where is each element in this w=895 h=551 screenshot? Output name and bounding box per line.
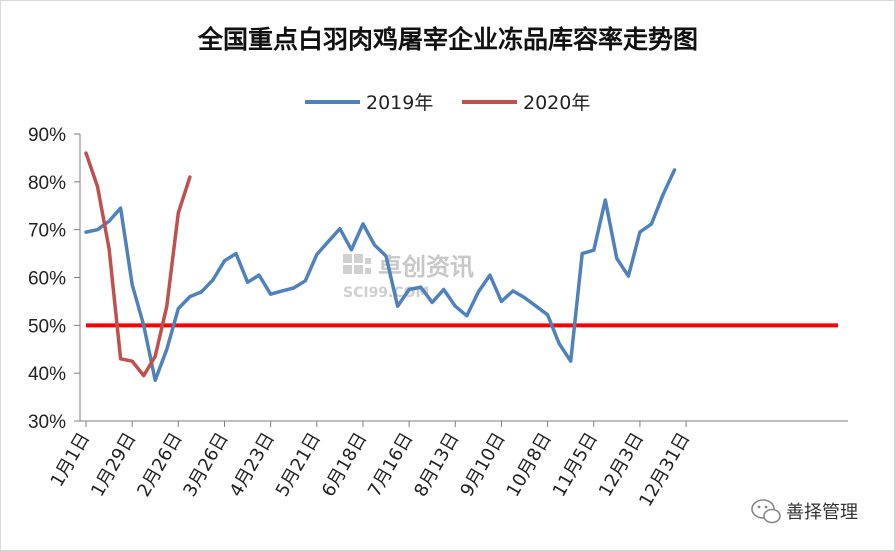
y-tick-label: 30%	[28, 412, 66, 433]
y-tick-label: 60%	[28, 269, 66, 290]
y-tick-label: 50%	[28, 316, 66, 337]
brand-badge: 善择管理	[751, 499, 858, 524]
watermark-text: 卓创资讯	[378, 253, 474, 281]
series-line-2019	[84, 168, 677, 383]
series-layer	[84, 151, 677, 383]
y-tick-label: 90%	[28, 125, 66, 146]
brand-badge-text: 善择管理	[786, 502, 858, 523]
y-tick-label: 70%	[28, 221, 66, 242]
watermark: 卓创资讯 SCI99.COM	[343, 253, 474, 301]
y-tick-label: 40%	[28, 364, 66, 385]
watermark-logo-icon	[343, 254, 371, 274]
y-axis: 30% 40% 50% 60% 70% 80% 90%	[28, 125, 80, 433]
series-line-2020	[84, 151, 192, 378]
legend: 2019年 2020年	[305, 92, 590, 114]
y-tick-label: 80%	[28, 173, 66, 194]
legend-label-2019: 2019年	[366, 92, 433, 114]
legend-label-2020: 2020年	[523, 92, 590, 114]
wechat-icon	[751, 499, 781, 524]
chart-title: 全国重点白羽肉鸡屠宰企业冻品库容率走势图	[197, 25, 698, 54]
